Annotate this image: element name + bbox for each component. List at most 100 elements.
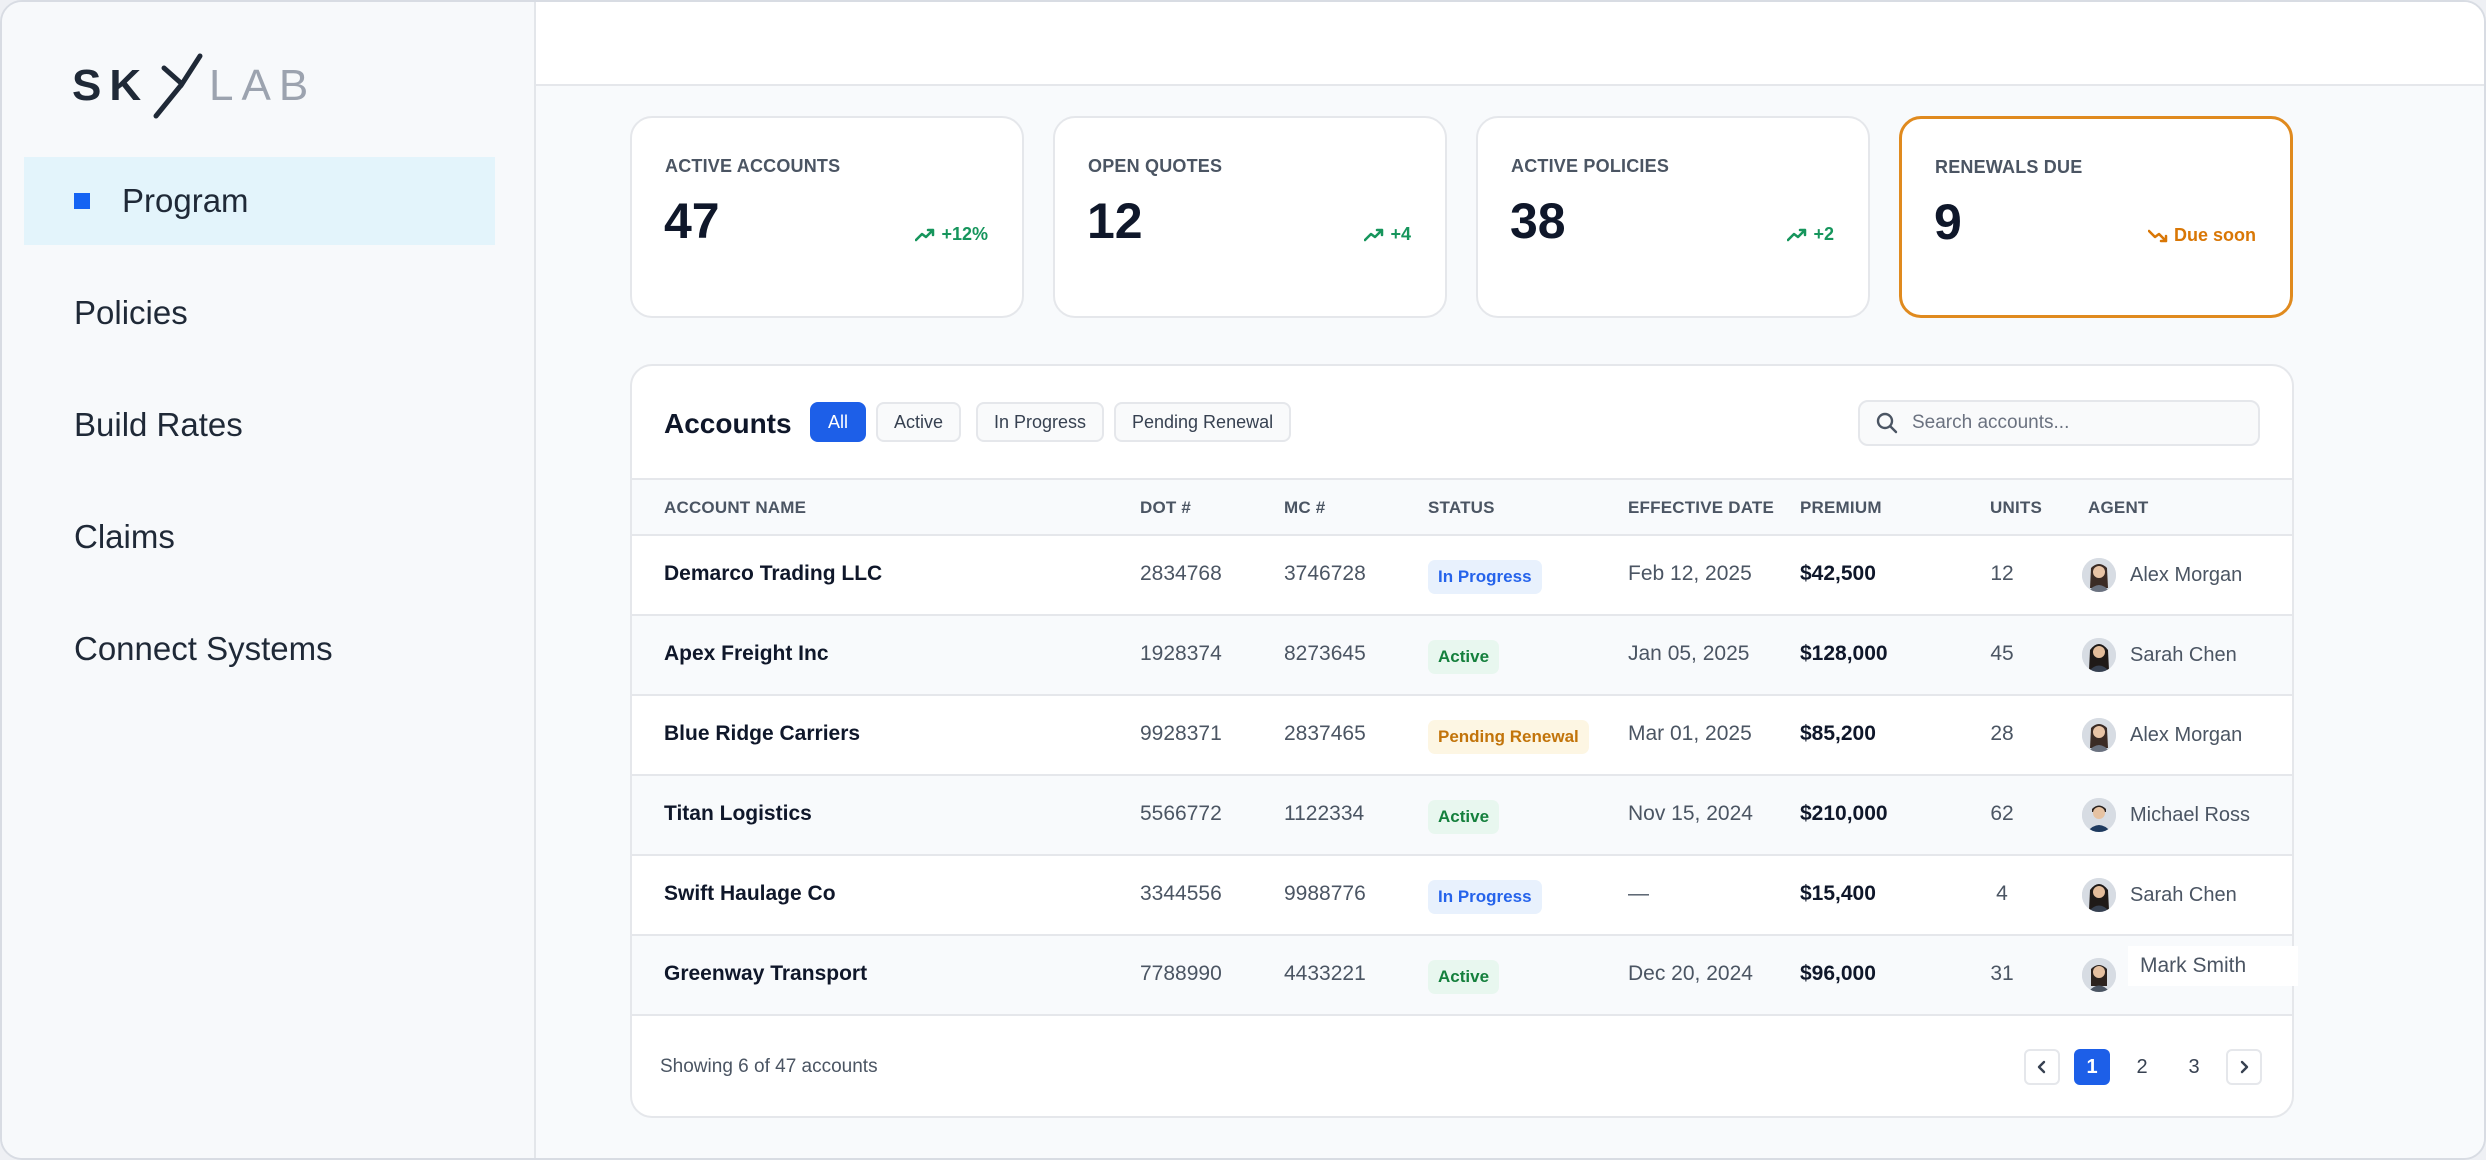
agent-name: Alex Morgan — [2130, 563, 2243, 586]
sidebar-item-label: Program — [122, 182, 249, 219]
trend-up-icon — [1364, 228, 1384, 241]
column-header[interactable]: ACCOUNT NAME — [664, 498, 807, 517]
premium: $85,200 — [1800, 722, 1876, 745]
kpi-delta: Due soon — [2147, 225, 2256, 246]
status-badge: Pending Renewal — [1428, 720, 1589, 754]
effective-date: Mar 01, 2025 — [1628, 722, 1752, 745]
account-name[interactable]: Blue Ridge Carriers — [664, 722, 861, 745]
effective-date: — — [1628, 882, 1649, 905]
avatar — [2082, 718, 2116, 752]
filter-in-progress[interactable]: In Progress — [976, 402, 1105, 442]
kpi-label: RENEWALS DUE — [1935, 157, 2083, 177]
mc-number: 1122334 — [1284, 802, 1365, 825]
kpi-delta: +12% — [915, 224, 988, 245]
kpi-card-open-quotes: OPEN QUOTES 12 +4 — [1053, 116, 1447, 318]
account-name[interactable]: Titan Logistics — [664, 802, 812, 825]
sidebar-item-label: Claims — [74, 518, 175, 555]
agent: Alex Morgan — [2082, 718, 2242, 752]
svg-text:LAB: LAB — [209, 61, 316, 110]
table-row[interactable]: Demarco Trading LLC 2834768 3746728 In P… — [632, 536, 2292, 616]
kpi-delta: +2 — [1787, 224, 1834, 245]
kpi-delta-text: +4 — [1390, 224, 1411, 244]
page-button-3[interactable]: 3 — [2188, 1055, 2200, 1078]
column-header[interactable]: UNITS — [1990, 498, 2042, 517]
agent-name: Michael Ross — [2130, 803, 2251, 826]
search-box[interactable] — [1858, 400, 2260, 446]
sidebar-item-policies[interactable]: Policies — [24, 269, 495, 357]
column-header[interactable]: STATUS — [1428, 498, 1495, 517]
column-header[interactable]: PREMIUM — [1800, 498, 1882, 517]
table-row[interactable]: Swift Haulage Co 3344556 9988776 In Prog… — [632, 856, 2292, 936]
column-header[interactable]: DOT # — [1140, 498, 1192, 517]
column-header[interactable]: MC # — [1284, 498, 1326, 517]
dot-number: 2834768 — [1140, 562, 1222, 585]
kpi-value: 12 — [1087, 193, 1143, 249]
agent: Sarah Chen — [2082, 878, 2237, 912]
kpi-card-active-accounts: ACTIVE ACCOUNTS 47 +12% — [630, 116, 1024, 318]
account-name[interactable]: Swift Haulage Co — [664, 882, 836, 905]
dot-number: 7788990 — [1140, 962, 1222, 985]
trend-up-icon — [1787, 228, 1807, 241]
previous-page-button[interactable] — [2024, 1049, 2060, 1085]
search-icon — [1876, 412, 1898, 434]
kpi-value: 47 — [664, 193, 720, 249]
main-content: ACTIVE ACCOUNTS 47 +12% OPEN QUOTES 12 +… — [536, 2, 2484, 1158]
kpi-value: 9 — [1934, 194, 1962, 250]
table-row[interactable]: Titan Logistics 5566772 1122334 Active N… — [632, 776, 2292, 856]
filter-pending-renewal[interactable]: Pending Renewal — [1114, 402, 1292, 442]
dot-number: 5566772 — [1140, 802, 1222, 825]
sidebar-item-program[interactable]: Program — [24, 157, 495, 245]
page-button-2[interactable]: 2 — [2136, 1055, 2148, 1078]
sidebar-item-build-rates[interactable]: Build Rates — [24, 381, 495, 469]
avatar — [2082, 958, 2116, 992]
sidebar-item-claims[interactable]: Claims — [24, 493, 495, 581]
search-input[interactable] — [1912, 412, 2252, 434]
chevron-right-icon — [2240, 1060, 2249, 1074]
accounts-title: Accounts — [664, 408, 792, 439]
status-badge: Active — [1428, 640, 1500, 674]
units: 31 — [1990, 962, 2014, 985]
agent: Michael Ross — [2082, 798, 2250, 832]
avatar — [2082, 798, 2116, 832]
active-marker-icon — [74, 193, 90, 209]
premium: $15,400 — [1800, 882, 1876, 905]
table-row[interactable]: Blue Ridge Carriers 9928371 2837465 Pend… — [632, 696, 2292, 776]
table-row[interactable]: Greenway Transport 7788990 4433221 Activ… — [632, 936, 2292, 1016]
mc-number: 3746728 — [1284, 562, 1366, 585]
agent-name: Alex Morgan — [2130, 723, 2243, 746]
agent-tooltip: Mark Smith — [2128, 946, 2298, 986]
account-name[interactable]: Greenway Transport — [664, 962, 868, 985]
sidebar-item-connect-systems[interactable]: Connect Systems — [24, 605, 495, 693]
table-header: ACCOUNT NAME DOT # MC # STATUS EFFECTIVE… — [632, 478, 2292, 536]
trend-down-icon — [2147, 229, 2168, 242]
account-name[interactable]: Demarco Trading LLC — [664, 562, 883, 585]
chevron-left-icon — [2037, 1060, 2046, 1074]
next-page-button[interactable] — [2226, 1049, 2262, 1085]
filter-active[interactable]: Active — [876, 402, 962, 442]
agent: Sarah Chen — [2082, 638, 2237, 672]
kpi-card-renewals-due: RENEWALS DUE 9 Due soon — [1899, 116, 2293, 318]
premium: $96,000 — [1800, 962, 1876, 985]
units: 4 — [1996, 882, 2008, 905]
column-header[interactable]: EFFECTIVE DATE — [1628, 498, 1775, 517]
skylab-logo[interactable]: SK LAB — [72, 50, 332, 120]
top-bar — [536, 2, 2484, 86]
units: 12 — [1990, 562, 2014, 585]
agent: Alex Morgan — [2082, 558, 2242, 592]
kpi-value: 38 — [1510, 193, 1566, 249]
kpi-delta: +4 — [1364, 224, 1411, 245]
table-row[interactable]: Apex Freight Inc 1928374 8273645 Active … — [632, 616, 2292, 696]
units: 28 — [1990, 722, 2014, 745]
mc-number: 9988776 — [1284, 882, 1366, 905]
column-header[interactable]: AGENT — [2088, 498, 2149, 517]
filter-all[interactable]: All — [810, 402, 867, 442]
sidebar-item-label: Policies — [74, 294, 188, 331]
page-button-1[interactable]: 1 — [2074, 1049, 2110, 1085]
mc-number: 2837465 — [1284, 722, 1366, 745]
kpi-label: ACTIVE POLICIES — [1511, 156, 1670, 176]
premium: $210,000 — [1800, 802, 1888, 825]
account-name[interactable]: Apex Freight Inc — [664, 642, 829, 665]
kpi-delta-text: Due soon — [2173, 225, 2256, 245]
accounts-card: Accounts All Active In Progress Pending … — [630, 364, 2294, 1118]
